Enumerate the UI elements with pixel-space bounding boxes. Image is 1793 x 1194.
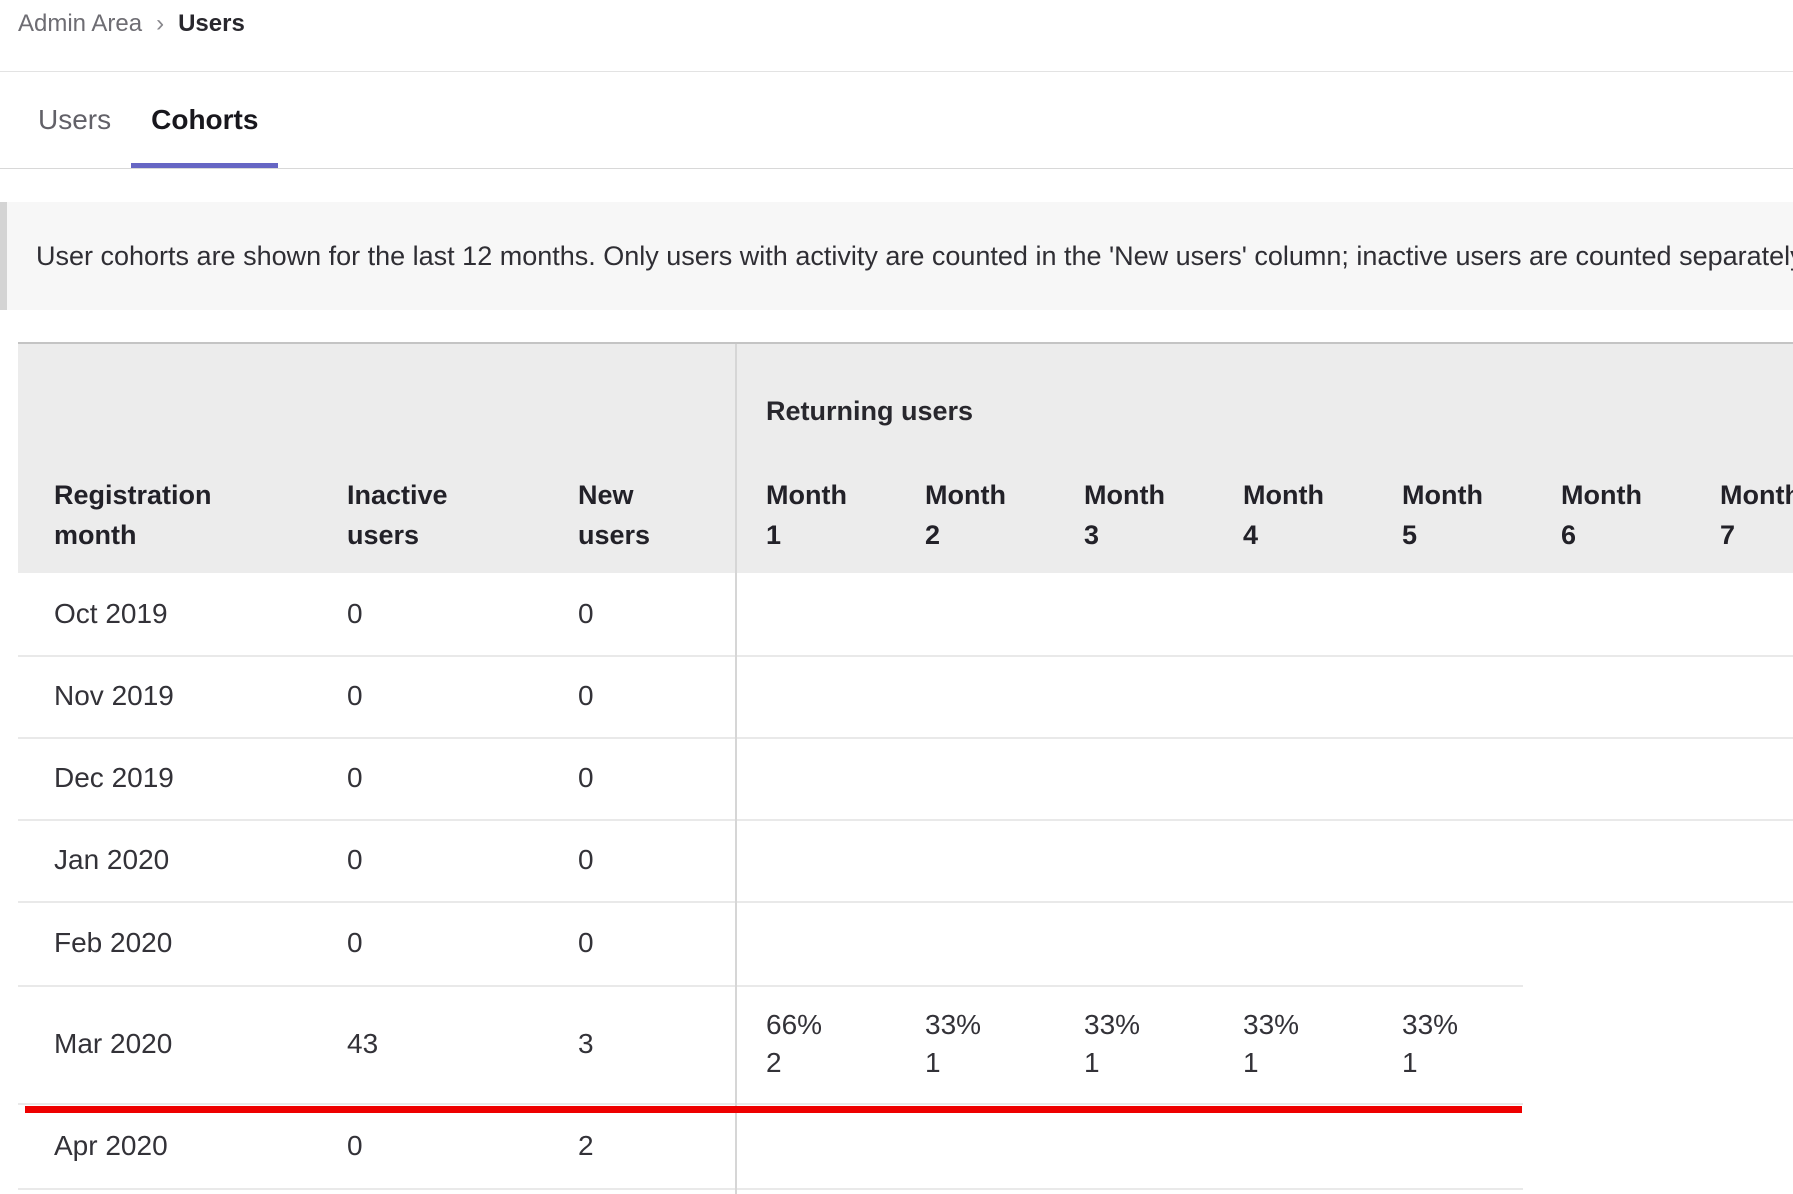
cell-inactive-users: 0 <box>347 680 363 711</box>
cell-new-users: 0 <box>578 680 594 711</box>
column-header-month-7: Month 7 <box>1720 480 1793 550</box>
column-group-divider <box>735 342 737 1194</box>
cohorts-table: Returning users Registration month Inactiv… <box>18 342 1793 1194</box>
breadcrumb-current-users: Users <box>178 10 245 37</box>
info-banner: User cohorts are shown for the last 12 m… <box>0 202 1793 310</box>
cell-registration-month: Jan 2020 <box>54 844 170 875</box>
table-top-border <box>18 342 1793 344</box>
table-row-dec-2019: Dec 2019 0 0 <box>18 737 1793 819</box>
returning-users-group-header: Returning users <box>766 396 974 426</box>
cell-inactive-users: 0 <box>347 598 363 629</box>
cell-inactive-users: 0 <box>347 1129 363 1161</box>
cell-inactive-users: 0 <box>347 844 363 875</box>
table-row-feb-2020: Feb 2020 0 0 <box>18 901 1793 985</box>
cell-new-users: 0 <box>578 844 594 875</box>
column-header-month-4: Month 4 <box>1243 480 1324 550</box>
table-row-mar-2020: Mar 2020 43 3 66% 2 33% 1 33% 1 33% 1 33% 1 <box>18 985 1793 1103</box>
cell-registration-month: Mar 2020 <box>54 1028 173 1059</box>
chevron-right-icon: › <box>156 10 165 37</box>
cell-registration-month: Nov 2019 <box>54 680 174 711</box>
cell-month-4: 33% 1 <box>1243 1009 1300 1078</box>
column-header-registration-month: Registration month <box>54 480 212 550</box>
row-divider <box>18 1188 1523 1190</box>
column-header-month-1: Month 1 <box>766 480 847 550</box>
row-divider <box>18 1103 1523 1105</box>
breadcrumb-link-admin-area[interactable]: Admin Area <box>18 10 143 37</box>
row-divider <box>18 985 1523 987</box>
table-body: Oct 2019 0 0 Nov 2019 0 0 Dec 2019 0 0 Jan 2020 0 0… <box>18 573 1793 1188</box>
cell-new-users: 2 <box>578 1129 594 1161</box>
breadcrumb: Admin Area › Users <box>0 0 1793 72</box>
tab-users[interactable]: Users <box>38 104 112 135</box>
table-header: Returning users Registration month Inactiv… <box>18 342 1793 573</box>
cell-registration-month: Dec 2019 <box>54 762 174 793</box>
row-divider <box>18 655 1793 657</box>
table-row-apr-2020: Apr 2020 0 2 <box>18 1103 1793 1188</box>
cell-month-2: 33% 1 <box>925 1009 982 1078</box>
cell-registration-month: Oct 2019 <box>54 598 168 629</box>
tab-bar: Users Cohorts <box>0 72 1793 169</box>
column-header-month-6: Month 6 <box>1561 480 1642 550</box>
cell-month-1: 66% 2 <box>766 1009 823 1078</box>
row-divider <box>18 737 1793 739</box>
cell-registration-month: Feb 2020 <box>54 927 173 958</box>
column-header-month-3: Month 3 <box>1084 480 1165 550</box>
cell-new-users: 0 <box>578 762 594 793</box>
table-row-jan-2020: Jan 2020 0 0 <box>18 819 1793 901</box>
column-header-new-users: New users <box>578 480 651 550</box>
row-divider <box>18 901 1793 903</box>
cell-month-3: 33% 1 <box>1084 1009 1141 1078</box>
cell-inactive-users: 43 <box>347 1028 379 1059</box>
table-row-nov-2019: Nov 2019 0 0 <box>18 655 1793 737</box>
cell-inactive-users: 0 <box>347 927 363 958</box>
column-header-month-5: Month 5 <box>1402 480 1483 550</box>
banner-text: User cohorts are shown for the last 12 m… <box>36 240 1793 271</box>
cell-new-users: 0 <box>578 598 594 629</box>
cell-inactive-users: 0 <box>347 762 363 793</box>
cell-new-users: 3 <box>578 1028 594 1059</box>
column-header-inactive-users: Inactive users <box>347 480 448 550</box>
column-header-month-2: Month 2 <box>925 480 1006 550</box>
tab-cohorts[interactable]: Cohorts <box>131 72 279 168</box>
table-row-oct-2019: Oct 2019 0 0 <box>18 573 1793 655</box>
red-annotation-underline <box>25 1106 1522 1113</box>
cell-new-users: 0 <box>578 927 594 958</box>
row-divider <box>18 819 1793 821</box>
cell-month-5: 33% 1 <box>1402 1009 1459 1078</box>
cell-registration-month: Apr 2020 <box>54 1129 168 1161</box>
column-headers-row: Registration month Inactive users New users Mo… <box>18 475 1793 573</box>
